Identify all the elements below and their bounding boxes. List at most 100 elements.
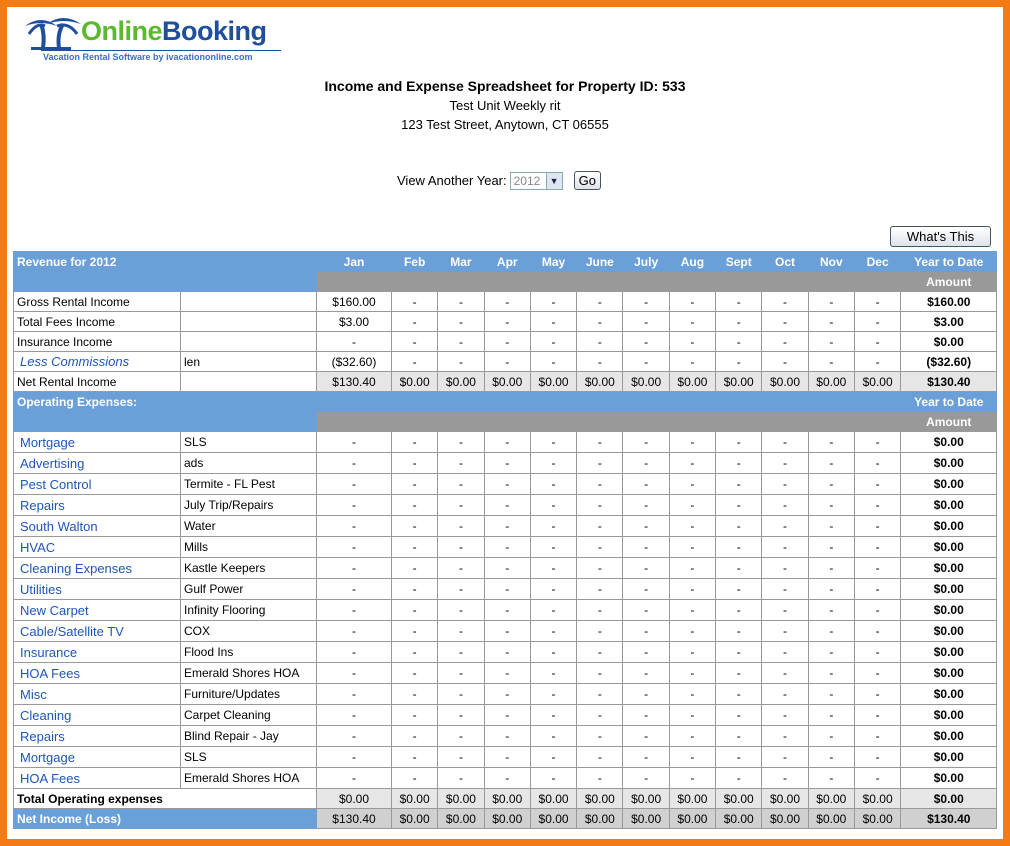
month-value: - [437, 494, 485, 516]
month-value: - [622, 452, 670, 474]
month-value: - [437, 557, 485, 579]
expense-category-link[interactable]: HOA Fees [13, 767, 181, 789]
month-value: - [807, 291, 855, 312]
expense-category-link[interactable]: New Carpet [13, 599, 181, 621]
month-value: - [529, 536, 578, 558]
month-value: - [761, 641, 809, 663]
month-value: - [390, 452, 439, 474]
month-value: - [316, 704, 392, 726]
month-value: - [576, 746, 624, 768]
year-select[interactable]: 2012 ▼ [509, 171, 563, 190]
expense-category-link[interactable]: HOA Fees [13, 662, 181, 684]
month-value: - [715, 331, 763, 352]
month-value: - [622, 620, 670, 642]
month-total: $0.00 [390, 371, 439, 392]
expense-row: Cleaning Carpet Cleaning - - - - - - - - - - - - $0.00 [13, 704, 998, 726]
month-value: - [853, 578, 902, 600]
month-value: - [437, 620, 485, 642]
month-value: - [316, 620, 392, 642]
expense-row: Insurance Flood Ins - - - - - - - - - - - - $0.00 [13, 641, 998, 663]
ytd-value: $0.00 [900, 725, 998, 747]
month-value: - [483, 431, 531, 453]
month-header-may: May [529, 251, 578, 272]
month-header-aug: Aug [668, 251, 717, 272]
month-value: - [576, 767, 624, 789]
month-value: - [483, 599, 531, 621]
expense-category-link[interactable]: Cable/Satellite TV [13, 620, 181, 642]
month-header-feb: Feb [390, 251, 439, 272]
expense-category-link[interactable]: Misc [13, 683, 181, 705]
month-value: - [483, 662, 531, 684]
revenue-description: len [180, 351, 317, 372]
month-value: - [622, 311, 670, 332]
month-value: - [437, 641, 485, 663]
month-value: - [390, 620, 439, 642]
month-value: - [390, 641, 439, 663]
expense-category-link[interactable]: Repairs [13, 725, 181, 747]
month-value: - [853, 473, 902, 495]
month-value: - [316, 725, 392, 747]
opex-header-row: Operating Expenses: Year to Date [13, 391, 998, 412]
expense-category-link[interactable]: Advertising [13, 452, 181, 474]
month-value: - [622, 767, 670, 789]
month-value: - [529, 351, 578, 372]
expense-category-link[interactable]: Cleaning Expenses [13, 557, 181, 579]
month-value: - [437, 683, 485, 705]
go-button[interactable]: Go [573, 171, 601, 190]
month-value: - [761, 557, 809, 579]
expense-category-link[interactable]: Repairs [13, 494, 181, 516]
month-value: - [807, 662, 855, 684]
month-value: - [483, 536, 531, 558]
month-total: $0.00 [529, 808, 578, 829]
month-value: - [761, 331, 809, 352]
month-value: - [807, 767, 855, 789]
expense-row: Pest Control Termite - FL Pest - - - - - - - - - - -… [13, 473, 998, 495]
month-value: - [807, 311, 855, 332]
chevron-down-icon: ▼ [545, 172, 562, 189]
expense-category-link[interactable]: HVAC [13, 536, 181, 558]
month-value: - [437, 767, 485, 789]
month-total: $0.00 [715, 808, 763, 829]
month-header-june: June [576, 251, 624, 272]
month-value: - [576, 311, 624, 332]
header-blank [315, 391, 902, 412]
logo-divider [41, 50, 281, 51]
online-booking-logo[interactable]: OnlineBooking Vacation Rental Software b… [23, 12, 288, 64]
revenue-row: Insurance Income - - - - - - - - - - - - $0.00 [13, 331, 998, 352]
expense-category-link[interactable]: Mortgage [13, 746, 181, 768]
month-value: - [316, 515, 392, 537]
month-value: - [576, 683, 624, 705]
expense-category-link[interactable]: Utilities [13, 578, 181, 600]
expense-category-link[interactable]: Insurance [13, 641, 181, 663]
month-value: - [622, 746, 670, 768]
month-value: - [761, 452, 809, 474]
amount-header: Amount [900, 271, 998, 292]
ytd-value: $160.00 [900, 291, 998, 312]
month-value: - [529, 746, 578, 768]
ytd-value: $0.00 [900, 473, 998, 495]
month-value: - [483, 351, 531, 372]
month-value: - [715, 578, 763, 600]
month-total: $0.00 [807, 371, 855, 392]
month-value: - [483, 641, 531, 663]
month-value: - [437, 311, 485, 332]
expense-category-link[interactable]: South Walton [13, 515, 181, 537]
month-value: - [761, 704, 809, 726]
less-commissions-link[interactable]: Less Commissions [13, 351, 181, 372]
whats-this-button[interactable]: What's This [890, 226, 991, 247]
unit-name: Test Unit Weekly rit [449, 98, 561, 113]
expense-category-link[interactable]: Mortgage [13, 431, 181, 453]
month-value: - [529, 704, 578, 726]
net-rental-label: Net Rental Income [13, 371, 181, 392]
month-value: - [761, 683, 809, 705]
month-value: - [622, 473, 670, 495]
expense-category-link[interactable]: Pest Control [13, 473, 181, 495]
month-value: - [529, 452, 578, 474]
month-value: - [853, 767, 902, 789]
month-total: $130.40 [316, 371, 392, 392]
expense-category-link[interactable]: Cleaning [13, 704, 181, 726]
month-value: - [576, 620, 624, 642]
month-value: - [715, 311, 763, 332]
total-opex-row: Total Operating expenses $0.00 $0.00 $0.00 $… [13, 788, 998, 809]
month-value: - [529, 599, 578, 621]
